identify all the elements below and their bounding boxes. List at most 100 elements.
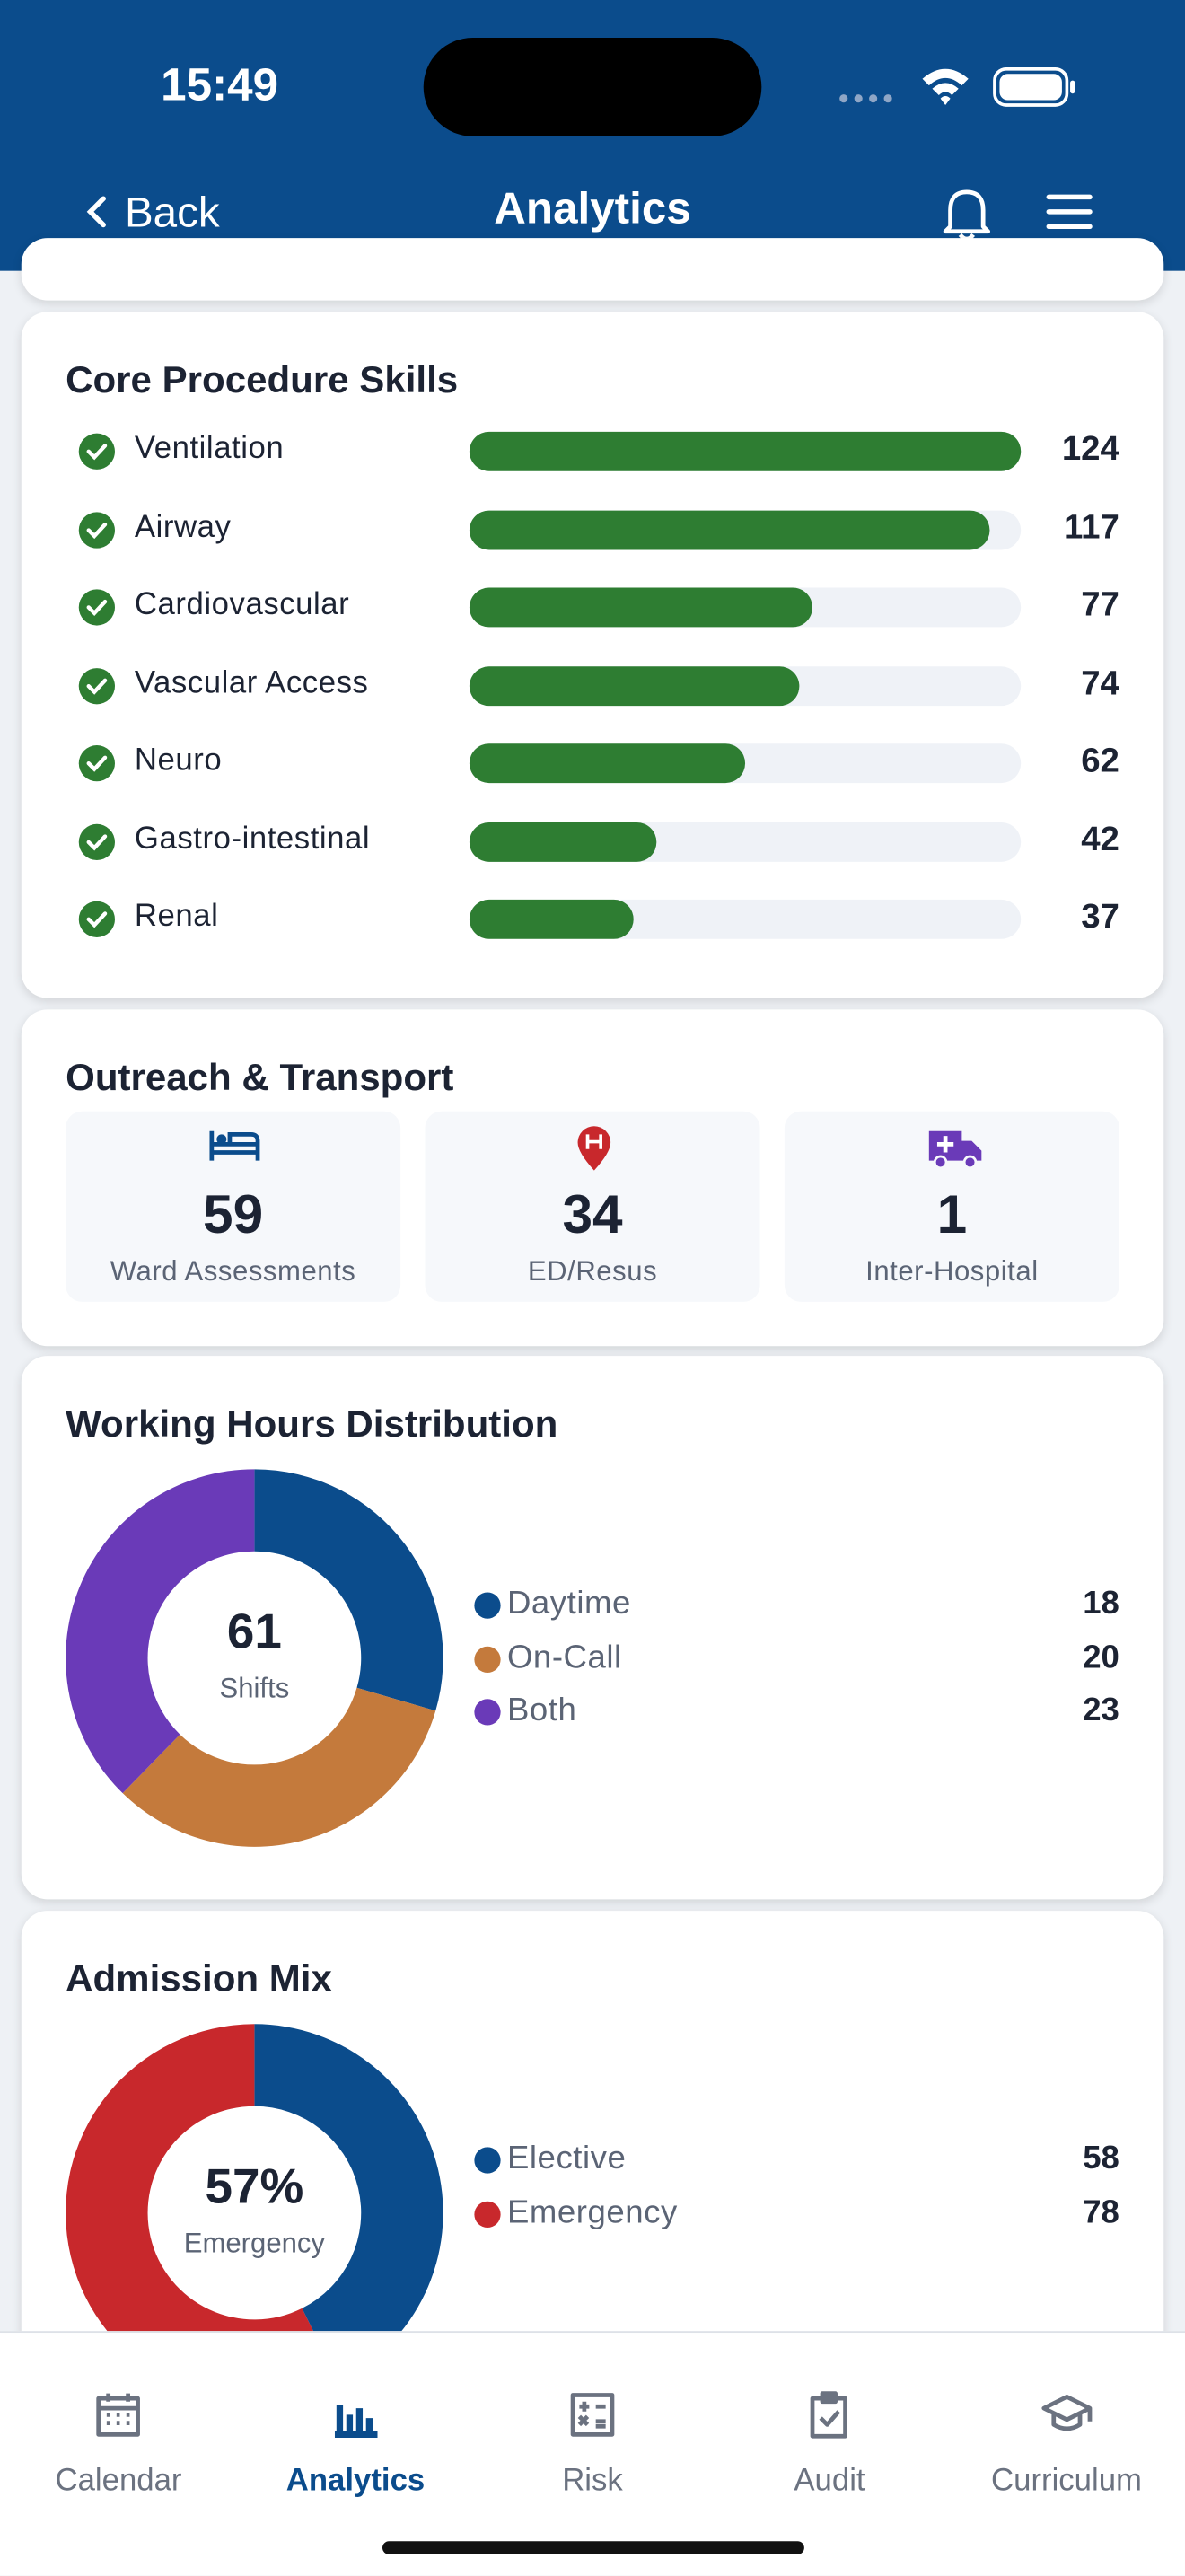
donut-segment — [254, 1469, 443, 1711]
bar — [469, 743, 746, 784]
tab-bar: Calendar Analytics Risk Audit Curriculum — [0, 2331, 1185, 2576]
tab-icon — [335, 2405, 379, 2439]
skill-label: Ventilation — [134, 431, 285, 467]
legend-dot — [474, 2147, 501, 2174]
stat-value: 1 — [936, 1183, 968, 1244]
stat-tile: 59 Ward Assessments — [66, 1111, 401, 1302]
status-time: 15:49 — [161, 58, 279, 110]
menu-button[interactable] — [1044, 190, 1097, 233]
skill-label: Vascular Access — [134, 665, 369, 700]
legend-label: Emergency — [506, 2194, 678, 2230]
legend-value: 58 — [1083, 2141, 1119, 2177]
legend-value: 23 — [1083, 1692, 1119, 1729]
check-circle — [78, 901, 115, 937]
hospital-pin-icon — [577, 1126, 611, 1171]
tab-icon-shape — [810, 2391, 848, 2439]
legend-label: Both — [506, 1692, 577, 1729]
skills-card: Core Procedure Skills Ventilation 124 Airw… — [21, 312, 1164, 998]
skill-label: Gastro-intestinal — [134, 822, 371, 857]
back-button[interactable]: Back — [85, 184, 220, 240]
stat-label: Ward Assessments — [110, 1255, 356, 1288]
check-icon — [78, 822, 115, 860]
legend-dot — [474, 2200, 501, 2228]
legend-label: Daytime — [506, 1586, 631, 1622]
tab[interactable]: Audit — [711, 2333, 948, 2529]
check-mark — [86, 677, 108, 694]
check-circle — [78, 745, 115, 782]
back-label: Back — [124, 186, 220, 236]
check-mark — [86, 833, 108, 850]
bar — [469, 899, 635, 939]
tab-icon-shape — [1040, 2394, 1092, 2431]
check-icon — [78, 433, 115, 470]
tab-icon — [1040, 2394, 1092, 2431]
check-icon — [78, 589, 115, 626]
donut-segment — [254, 2024, 443, 2382]
check-icon — [78, 901, 115, 937]
skill-value: 74 — [1081, 664, 1119, 702]
skill-label: Renal — [134, 899, 219, 935]
tab-icon-shape — [570, 2393, 614, 2437]
dynamic-island — [423, 38, 762, 136]
tab[interactable]: Curriculum — [948, 2333, 1185, 2529]
check-mark — [86, 911, 108, 928]
legend-label: Elective — [506, 2141, 627, 2177]
check-mark — [86, 444, 108, 461]
skill-value: 117 — [1063, 507, 1119, 546]
card-title: Outreach & Transport — [66, 1055, 454, 1099]
tab-label: Calendar — [55, 2464, 182, 2499]
skill-value: 62 — [1081, 742, 1119, 780]
check-circle — [78, 589, 115, 626]
donut-chart — [66, 1469, 443, 1847]
donut-segment — [122, 1687, 436, 1847]
skill-value: 37 — [1081, 898, 1119, 936]
tab-icon — [570, 2393, 614, 2437]
stat-label: Inter-Hospital — [865, 1255, 1039, 1288]
outreach-card: Outreach & Transport 59 Ward Assessments… — [21, 1009, 1164, 1347]
bell-button[interactable] — [939, 184, 995, 243]
check-icon — [78, 745, 115, 782]
previous-card — [21, 238, 1164, 301]
status-icons — [839, 66, 1075, 107]
tab-label: Audit — [794, 2464, 865, 2499]
legend-label: On-Call — [506, 1639, 622, 1675]
stat-tile: 34 ED/Resus — [425, 1111, 760, 1302]
bar — [469, 665, 799, 706]
donut-center-value: 57% — [205, 2160, 304, 2215]
tab[interactable]: Analytics — [237, 2333, 474, 2529]
bar — [469, 822, 656, 861]
hours-card: Working Hours Distribution Daytime 18 On-C… — [21, 1356, 1164, 1900]
check-mark — [86, 599, 108, 617]
skill-label: Neuro — [134, 743, 223, 778]
card-title: Working Hours Distribution — [66, 1402, 558, 1445]
tab[interactable]: Risk — [474, 2333, 711, 2529]
stat-value: 59 — [203, 1183, 264, 1244]
tab[interactable]: Calendar — [0, 2333, 237, 2529]
check-mark — [86, 522, 108, 539]
home-indicator — [382, 2541, 804, 2554]
donut-chart — [66, 2024, 443, 2402]
bar — [469, 431, 1022, 471]
skill-label: Airway — [134, 509, 232, 545]
check-circle — [78, 667, 115, 704]
tab-label: Analytics — [285, 2464, 426, 2499]
card-title: Admission Mix — [66, 1956, 332, 2000]
legend-value: 20 — [1083, 1639, 1119, 1675]
legend-dot — [474, 1699, 501, 1726]
legend-dot — [474, 1592, 501, 1619]
check-mark — [86, 755, 108, 772]
header: 15:49 Back Analytics — [0, 0, 1185, 271]
tab-icon-shape — [96, 2393, 140, 2437]
check-circle — [78, 511, 115, 548]
skill-value: 42 — [1081, 820, 1119, 858]
skill-label: Cardiovascular — [134, 587, 350, 622]
donut-center-label: Shifts — [219, 1673, 290, 1704]
check-icon — [78, 511, 115, 548]
legend-value: 18 — [1083, 1586, 1119, 1622]
tab-label: Curriculum — [991, 2464, 1142, 2499]
skill-value: 124 — [1061, 430, 1119, 469]
card-title: Core Procedure Skills — [66, 357, 459, 401]
donut-center-label: Emergency — [183, 2228, 325, 2259]
